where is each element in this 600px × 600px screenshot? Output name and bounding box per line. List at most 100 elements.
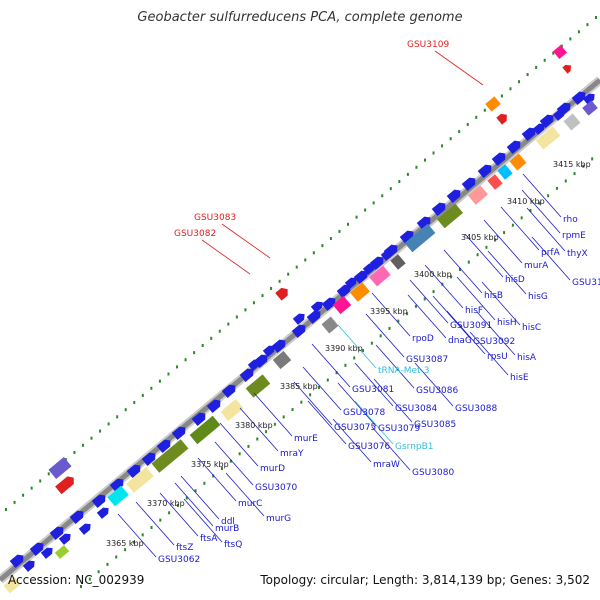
outer-tick — [304, 258, 307, 262]
inner-tick — [573, 172, 576, 176]
outer-tick — [150, 386, 153, 390]
feature-block — [245, 374, 271, 398]
gene-arrow-shape — [321, 297, 336, 311]
label-leader — [409, 279, 449, 324]
gene-arrow-shape — [431, 202, 446, 216]
gene-arrow-shape — [22, 560, 35, 572]
kbp-tick-label: 3370 kbp — [147, 499, 185, 508]
feature-block-shape — [272, 350, 292, 370]
label-leader — [487, 250, 527, 295]
gene-label: murB — [215, 524, 239, 534]
label-leader — [371, 292, 411, 337]
red-label-leader — [434, 50, 484, 86]
gene-arrow-shape — [582, 93, 595, 105]
feature-block — [509, 153, 527, 171]
gene-label: murE — [294, 434, 318, 444]
inner-tick — [388, 326, 391, 330]
label-leader — [443, 249, 483, 294]
inner-tick — [467, 260, 470, 264]
gene-arrow-shape — [477, 164, 492, 178]
inner-tick — [273, 422, 276, 426]
label-leader — [117, 513, 157, 558]
inner-tick — [115, 555, 118, 559]
gene-arrow — [380, 249, 393, 261]
feature-block-shape — [390, 254, 406, 270]
feature-block-shape — [563, 113, 581, 131]
outer-spacer — [0, 0, 600, 480]
inner-tick — [503, 231, 506, 235]
gene-arrow-shape — [291, 324, 306, 338]
feature-block-shape — [151, 439, 189, 473]
feature-block — [369, 265, 391, 287]
outer-tick — [338, 229, 341, 233]
outer-tick — [252, 301, 255, 305]
inner-tick — [194, 489, 197, 493]
gene-label: hisH — [497, 318, 517, 328]
kbp-tick-label: 3395 kbp — [370, 307, 408, 316]
outer-tick — [509, 87, 512, 91]
inner-tick — [132, 540, 135, 544]
red-gene-shape — [55, 476, 74, 495]
label-leader — [456, 276, 496, 321]
gene-label: mraW — [373, 460, 400, 470]
outer-tick — [312, 251, 315, 255]
outer-tick — [270, 286, 273, 290]
inner-tick — [80, 585, 82, 588]
outer-tick — [398, 180, 401, 183]
label-leader — [464, 233, 504, 278]
outer-tick — [73, 450, 76, 454]
gene-arrow — [9, 554, 24, 568]
label-leader — [332, 418, 372, 463]
outer-tick — [193, 351, 196, 355]
inner-tick — [379, 334, 382, 338]
gene-label: mraY — [280, 449, 304, 459]
inner-tick — [538, 201, 541, 205]
outer-tick — [227, 322, 230, 326]
outer-tick — [13, 500, 16, 504]
inner-tick — [397, 319, 400, 323]
feature-block-shape — [48, 456, 72, 480]
gene-label: hisE — [510, 373, 529, 383]
gene-arrow — [22, 560, 35, 572]
label-leader — [522, 173, 562, 218]
gene-arrow — [292, 313, 305, 325]
gene-arrow — [191, 412, 206, 426]
gene-label: thyX — [567, 249, 588, 259]
gene-label: hisF — [465, 306, 483, 316]
label-leader — [407, 294, 447, 339]
inner-tick — [265, 430, 268, 434]
red-label-leader — [201, 239, 251, 275]
red-gene-label: GSU3082 — [174, 229, 216, 239]
outer-tick — [287, 272, 290, 276]
gene-arrow — [69, 510, 84, 524]
gene-arrow — [109, 478, 124, 492]
gene-arrow-shape — [191, 412, 206, 426]
inner-tick — [353, 356, 356, 360]
kbp-tick-label: 3405 kbp — [461, 233, 499, 242]
label-leader — [135, 501, 175, 546]
label-leader — [483, 219, 523, 264]
gene-arrow — [399, 230, 414, 244]
label-leader — [432, 295, 472, 340]
gene-arrow — [239, 368, 254, 382]
feature-block-shape — [552, 44, 568, 60]
outer-tick — [441, 144, 444, 148]
label-leader — [521, 189, 561, 234]
inner-tick — [511, 223, 514, 227]
gene-arrow — [552, 109, 565, 121]
feature-block-shape — [436, 203, 464, 229]
feature-block — [487, 174, 503, 190]
gene-arrow-shape — [171, 426, 186, 440]
gene-arrow-shape — [521, 127, 536, 141]
outer-tick — [30, 486, 33, 490]
outer-tick — [518, 80, 521, 84]
gene-label: ftsQ — [224, 540, 242, 550]
inner-tick — [300, 400, 303, 404]
outer-tick — [475, 115, 478, 119]
inner-tick — [564, 179, 567, 183]
inner-tick — [476, 253, 479, 257]
outer-tick — [543, 58, 546, 62]
label-leader — [337, 324, 377, 369]
inner-tick — [520, 216, 523, 220]
